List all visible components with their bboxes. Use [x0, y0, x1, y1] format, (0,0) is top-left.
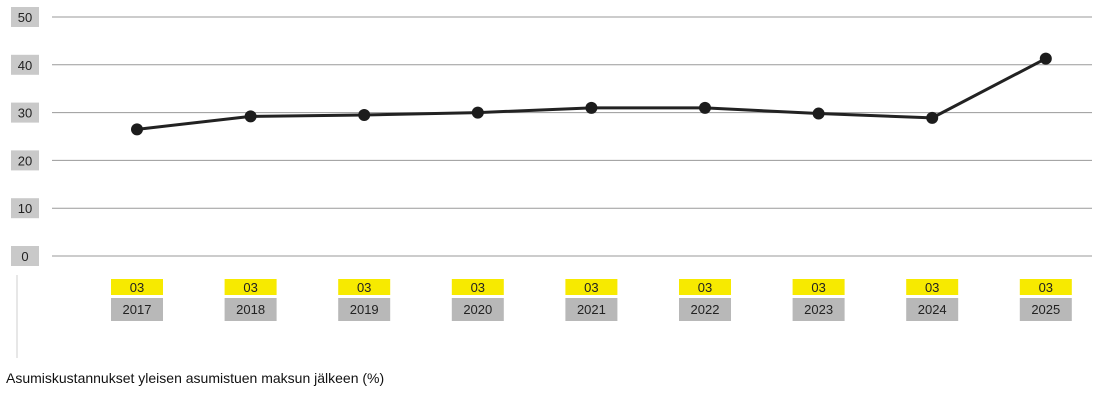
data-point-2018: [244, 110, 257, 123]
series-line-0: [136, 57, 1047, 131]
y-tick-label-20: 20: [18, 153, 32, 168]
chart-caption: Asumiskustannukset yleisen asumistuen ma…: [6, 370, 385, 386]
y-tick-bg-20: [11, 150, 39, 171]
year-tag-2018: [224, 298, 277, 321]
data-point-2017: [131, 123, 143, 136]
month-tag-2017: [111, 279, 163, 295]
data-point-2023: [812, 107, 825, 120]
data-point-2019: [358, 108, 371, 121]
month-label-2025: 03: [1039, 280, 1053, 295]
data-point-2025: [1039, 52, 1052, 65]
y-tick-bg-30: [11, 102, 39, 123]
year-label-2020: 2020: [463, 302, 492, 317]
y-tick-label-0: 0: [21, 249, 28, 264]
y-tick-label-10: 10: [18, 201, 32, 216]
y-tick-label-40: 40: [18, 58, 32, 73]
year-label-2021: 2021: [577, 302, 606, 317]
y-tick-label-30: 30: [18, 106, 32, 121]
y-tick-bg-0: [11, 246, 39, 266]
year-tag-2023: [792, 298, 845, 321]
y-tick-bg-40: [11, 54, 39, 75]
gridlines: [52, 16, 1092, 257]
data-point-2024: [926, 111, 939, 124]
year-label-2019: 2019: [350, 302, 379, 317]
data-point-2022: [699, 101, 711, 114]
series: [131, 52, 1052, 136]
year-tag-2019: [338, 298, 391, 321]
month-label-2024: 03: [925, 280, 939, 295]
year-label-2022: 2022: [691, 302, 720, 317]
year-label-2024: 2024: [918, 302, 947, 317]
y-tick-bg-10: [11, 198, 39, 219]
month-tag-2019: [338, 279, 391, 295]
month-tag-2020: [451, 279, 504, 295]
data-point-2021: [585, 101, 598, 114]
month-tag-2021: [565, 279, 618, 295]
month-tag-2024: [906, 279, 959, 295]
month-label-2020: 03: [471, 280, 485, 295]
year-tag-2024: [906, 298, 959, 321]
y-axis-ticks: 0 10 20 30 40 50: [11, 7, 39, 266]
month-label-2019: 03: [357, 280, 371, 295]
month-tag-2023: [792, 279, 845, 295]
month-tag-2022: [679, 279, 731, 295]
year-label-2025: 2025: [1031, 302, 1060, 317]
month-tag-2018: [224, 279, 277, 295]
data-point-2020: [471, 106, 484, 119]
y-tick-label-50: 50: [18, 10, 32, 25]
month-label-2018: 03: [243, 280, 257, 295]
month-label-2017: 03: [130, 280, 144, 295]
y-tick-bg-50: [11, 7, 39, 27]
month-tag-2025: [1019, 279, 1072, 295]
year-label-2017: 2017: [123, 302, 152, 317]
year-label-2018: 2018: [236, 302, 265, 317]
year-tag-2020: [451, 298, 504, 321]
year-tag-2025: [1019, 298, 1072, 321]
year-tag-2017: [111, 298, 163, 321]
month-label-2023: 03: [811, 280, 825, 295]
month-label-2021: 03: [584, 280, 598, 295]
year-label-2023: 2023: [804, 302, 833, 317]
year-tag-2022: [679, 298, 731, 321]
x-axis-ticks: 03 2017 03 2018 03 2019 03 2020 03 2021 03 2022 03 20…: [111, 279, 1072, 321]
month-label-2022: 03: [698, 280, 712, 295]
year-tag-2021: [565, 298, 618, 321]
